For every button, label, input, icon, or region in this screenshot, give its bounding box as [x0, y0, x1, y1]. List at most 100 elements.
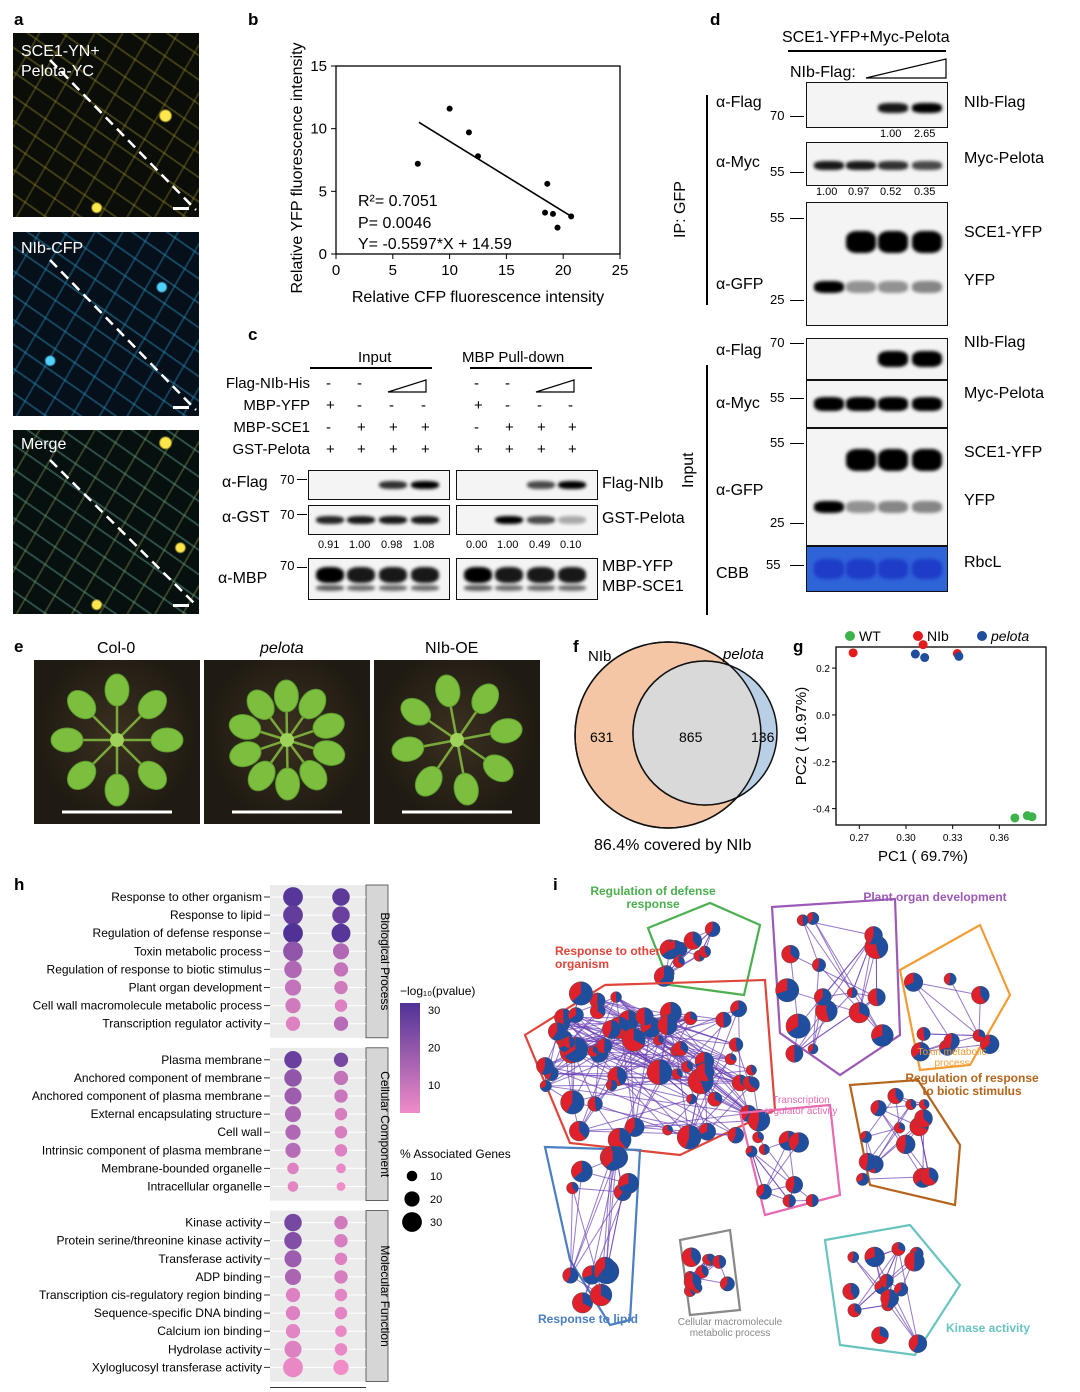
network-node-slice: [657, 966, 674, 987]
network-node-slice: [677, 1068, 683, 1078]
dot-pelota: [333, 962, 349, 977]
band: [411, 585, 439, 591]
treatment-sign: +: [474, 441, 483, 458]
network-node-slice: [746, 1145, 758, 1158]
band: [846, 559, 876, 579]
network-node-slice: [579, 1121, 590, 1139]
quant-value: 0.52: [880, 186, 902, 198]
leaf: [229, 741, 262, 768]
network-node-slice: [895, 1088, 904, 1103]
micrograph-cfp: NIb-CFP: [13, 232, 199, 416]
panel-d-label: d: [710, 10, 721, 29]
legend-label: WT: [859, 628, 881, 644]
treatment-sign: -: [326, 375, 331, 392]
band: [379, 481, 407, 489]
cluster-label: Kinase activity: [946, 1321, 1030, 1335]
term-label: ADP binding: [196, 1270, 263, 1284]
group-title: Cellular Component: [378, 1071, 392, 1178]
mw-tick: [790, 398, 804, 399]
treatment-sign: -: [357, 397, 362, 414]
leaf: [228, 714, 262, 740]
data-point: [549, 210, 556, 217]
x-tick-label: 25: [612, 262, 629, 279]
network-node-slice: [850, 1283, 860, 1299]
network-node-slice: [704, 945, 711, 957]
leaf: [391, 736, 425, 762]
p-annotation: P= 0.0046: [358, 215, 432, 232]
protein-label: YFP: [964, 492, 996, 509]
venn-count-nib-only: 631: [590, 729, 614, 745]
cluster-label: Response to other: [555, 944, 661, 958]
blot-strip: [456, 470, 598, 500]
network-edge: [794, 992, 853, 1055]
network-node-slice: [950, 1033, 960, 1049]
leaf: [137, 760, 167, 790]
band: [347, 585, 375, 591]
network-node-slice: [616, 991, 622, 1003]
x-axis-label: PC1 ( 69.7%): [878, 848, 968, 865]
dot-pelota: [331, 923, 351, 943]
network-edge: [802, 920, 820, 966]
legend-label: pelota: [990, 628, 1029, 644]
cluster-hull: [738, 1103, 842, 1217]
y-axis-label: Relative YFP fluorescence intensity: [289, 42, 306, 293]
network-node-slice: [789, 1194, 796, 1208]
dot-pelota: [333, 1016, 349, 1031]
treatment-row-label: Flag-NIb-His: [225, 375, 310, 392]
network-node-slice: [619, 1173, 639, 1194]
blot-strip: [456, 558, 598, 600]
dot-pelota: [334, 1125, 348, 1139]
treatment-sign: +: [357, 441, 366, 458]
leaf: [400, 697, 432, 726]
network-edge: [666, 1025, 708, 1132]
band: [846, 231, 876, 253]
band: [846, 161, 876, 170]
dot-nib: [284, 1268, 302, 1285]
network-node-slice: [666, 1015, 678, 1036]
gradient-wedge: [535, 379, 575, 393]
network-edge: [579, 1098, 692, 1132]
dot-pelota: [336, 1163, 346, 1174]
network-node-slice: [923, 1027, 931, 1041]
network-node-slice: [980, 986, 990, 1003]
network-node-slice: [617, 1066, 627, 1086]
band: [912, 231, 942, 253]
band: [878, 397, 908, 411]
group-title: Biological Process: [378, 912, 392, 1010]
network-node-slice: [619, 1016, 631, 1033]
leaf: [67, 690, 97, 720]
network-node-slice: [644, 1007, 654, 1026]
band: [912, 501, 942, 513]
term-label: Protein serine/threonine kinase activity: [57, 1234, 262, 1248]
data-point: [954, 651, 964, 661]
cluster-label: Regulation of defense: [590, 884, 716, 898]
x-tick-label: 0.33: [943, 833, 963, 844]
antibody-label: α-Flag: [716, 342, 762, 359]
ip-bracket: [706, 95, 708, 305]
band: [495, 567, 523, 583]
quant-value: 0.10: [560, 539, 582, 551]
network-node-slice: [541, 1057, 554, 1075]
quant-value: 0.49: [529, 539, 551, 551]
plant-label-col0: Col-0: [97, 640, 136, 657]
blot-strip: [806, 428, 948, 546]
blot-strip: [308, 558, 450, 600]
network-node-slice: [817, 988, 832, 1006]
data-point: [446, 105, 453, 112]
plant-label-pelota: pelota: [260, 640, 304, 657]
dot-pelota: [335, 1325, 347, 1337]
venn-count-pelota-only: 136: [751, 729, 775, 745]
network-node-slice: [708, 921, 721, 937]
panel-g-label: g: [793, 637, 804, 656]
network-node-slice: [667, 940, 683, 956]
treatment-sign: +: [537, 441, 546, 458]
network-edge: [605, 1157, 618, 1267]
network-edge: [818, 964, 883, 1036]
network-node-slice: [826, 1000, 838, 1022]
x-tick-label: 5: [389, 262, 397, 279]
antibody-label: α-Flag: [222, 474, 268, 491]
cluster-label: Regulation of response: [905, 1071, 1039, 1085]
dot-pelota: [334, 1089, 348, 1103]
treatment-sign: +: [389, 441, 398, 458]
rosette-drawing: [228, 679, 346, 814]
